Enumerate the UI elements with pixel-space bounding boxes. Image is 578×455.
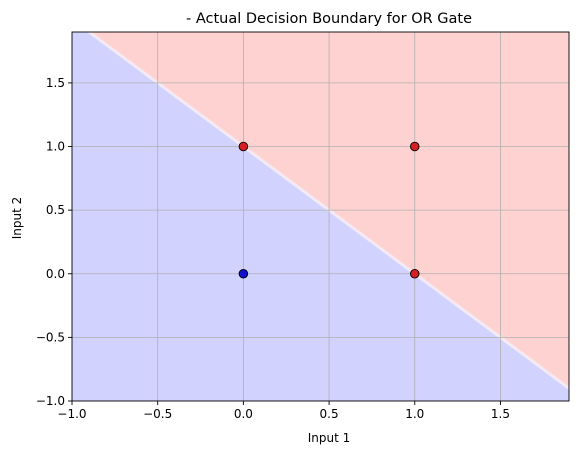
y-tick-label: 0.5 (46, 203, 65, 217)
plot-inner (72, 19, 569, 401)
y-axis-label: Input 2 (10, 197, 24, 240)
data-point (239, 142, 248, 151)
data-point (410, 142, 419, 151)
plot-area (72, 19, 569, 401)
x-tick-label: −1.0 (57, 407, 86, 421)
x-axis-label: Input 1 (308, 431, 351, 445)
x-tick-label: 0.5 (320, 407, 339, 421)
data-point (410, 269, 419, 278)
x-tick-label: 1.5 (491, 407, 510, 421)
y-tick-label: −1.0 (36, 394, 65, 408)
y-tick-label: −0.5 (36, 330, 65, 344)
x-tick-label: 1.0 (405, 407, 424, 421)
y-tick-label: 1.0 (46, 140, 65, 154)
y-tick-label: 0.0 (46, 267, 65, 281)
chart-title: - Actual Decision Boundary for OR Gate (186, 11, 472, 27)
x-tick-label: −0.5 (143, 407, 172, 421)
x-tick-label: 0.0 (234, 407, 253, 421)
data-point (239, 269, 248, 278)
y-tick-label: 1.5 (46, 76, 65, 90)
